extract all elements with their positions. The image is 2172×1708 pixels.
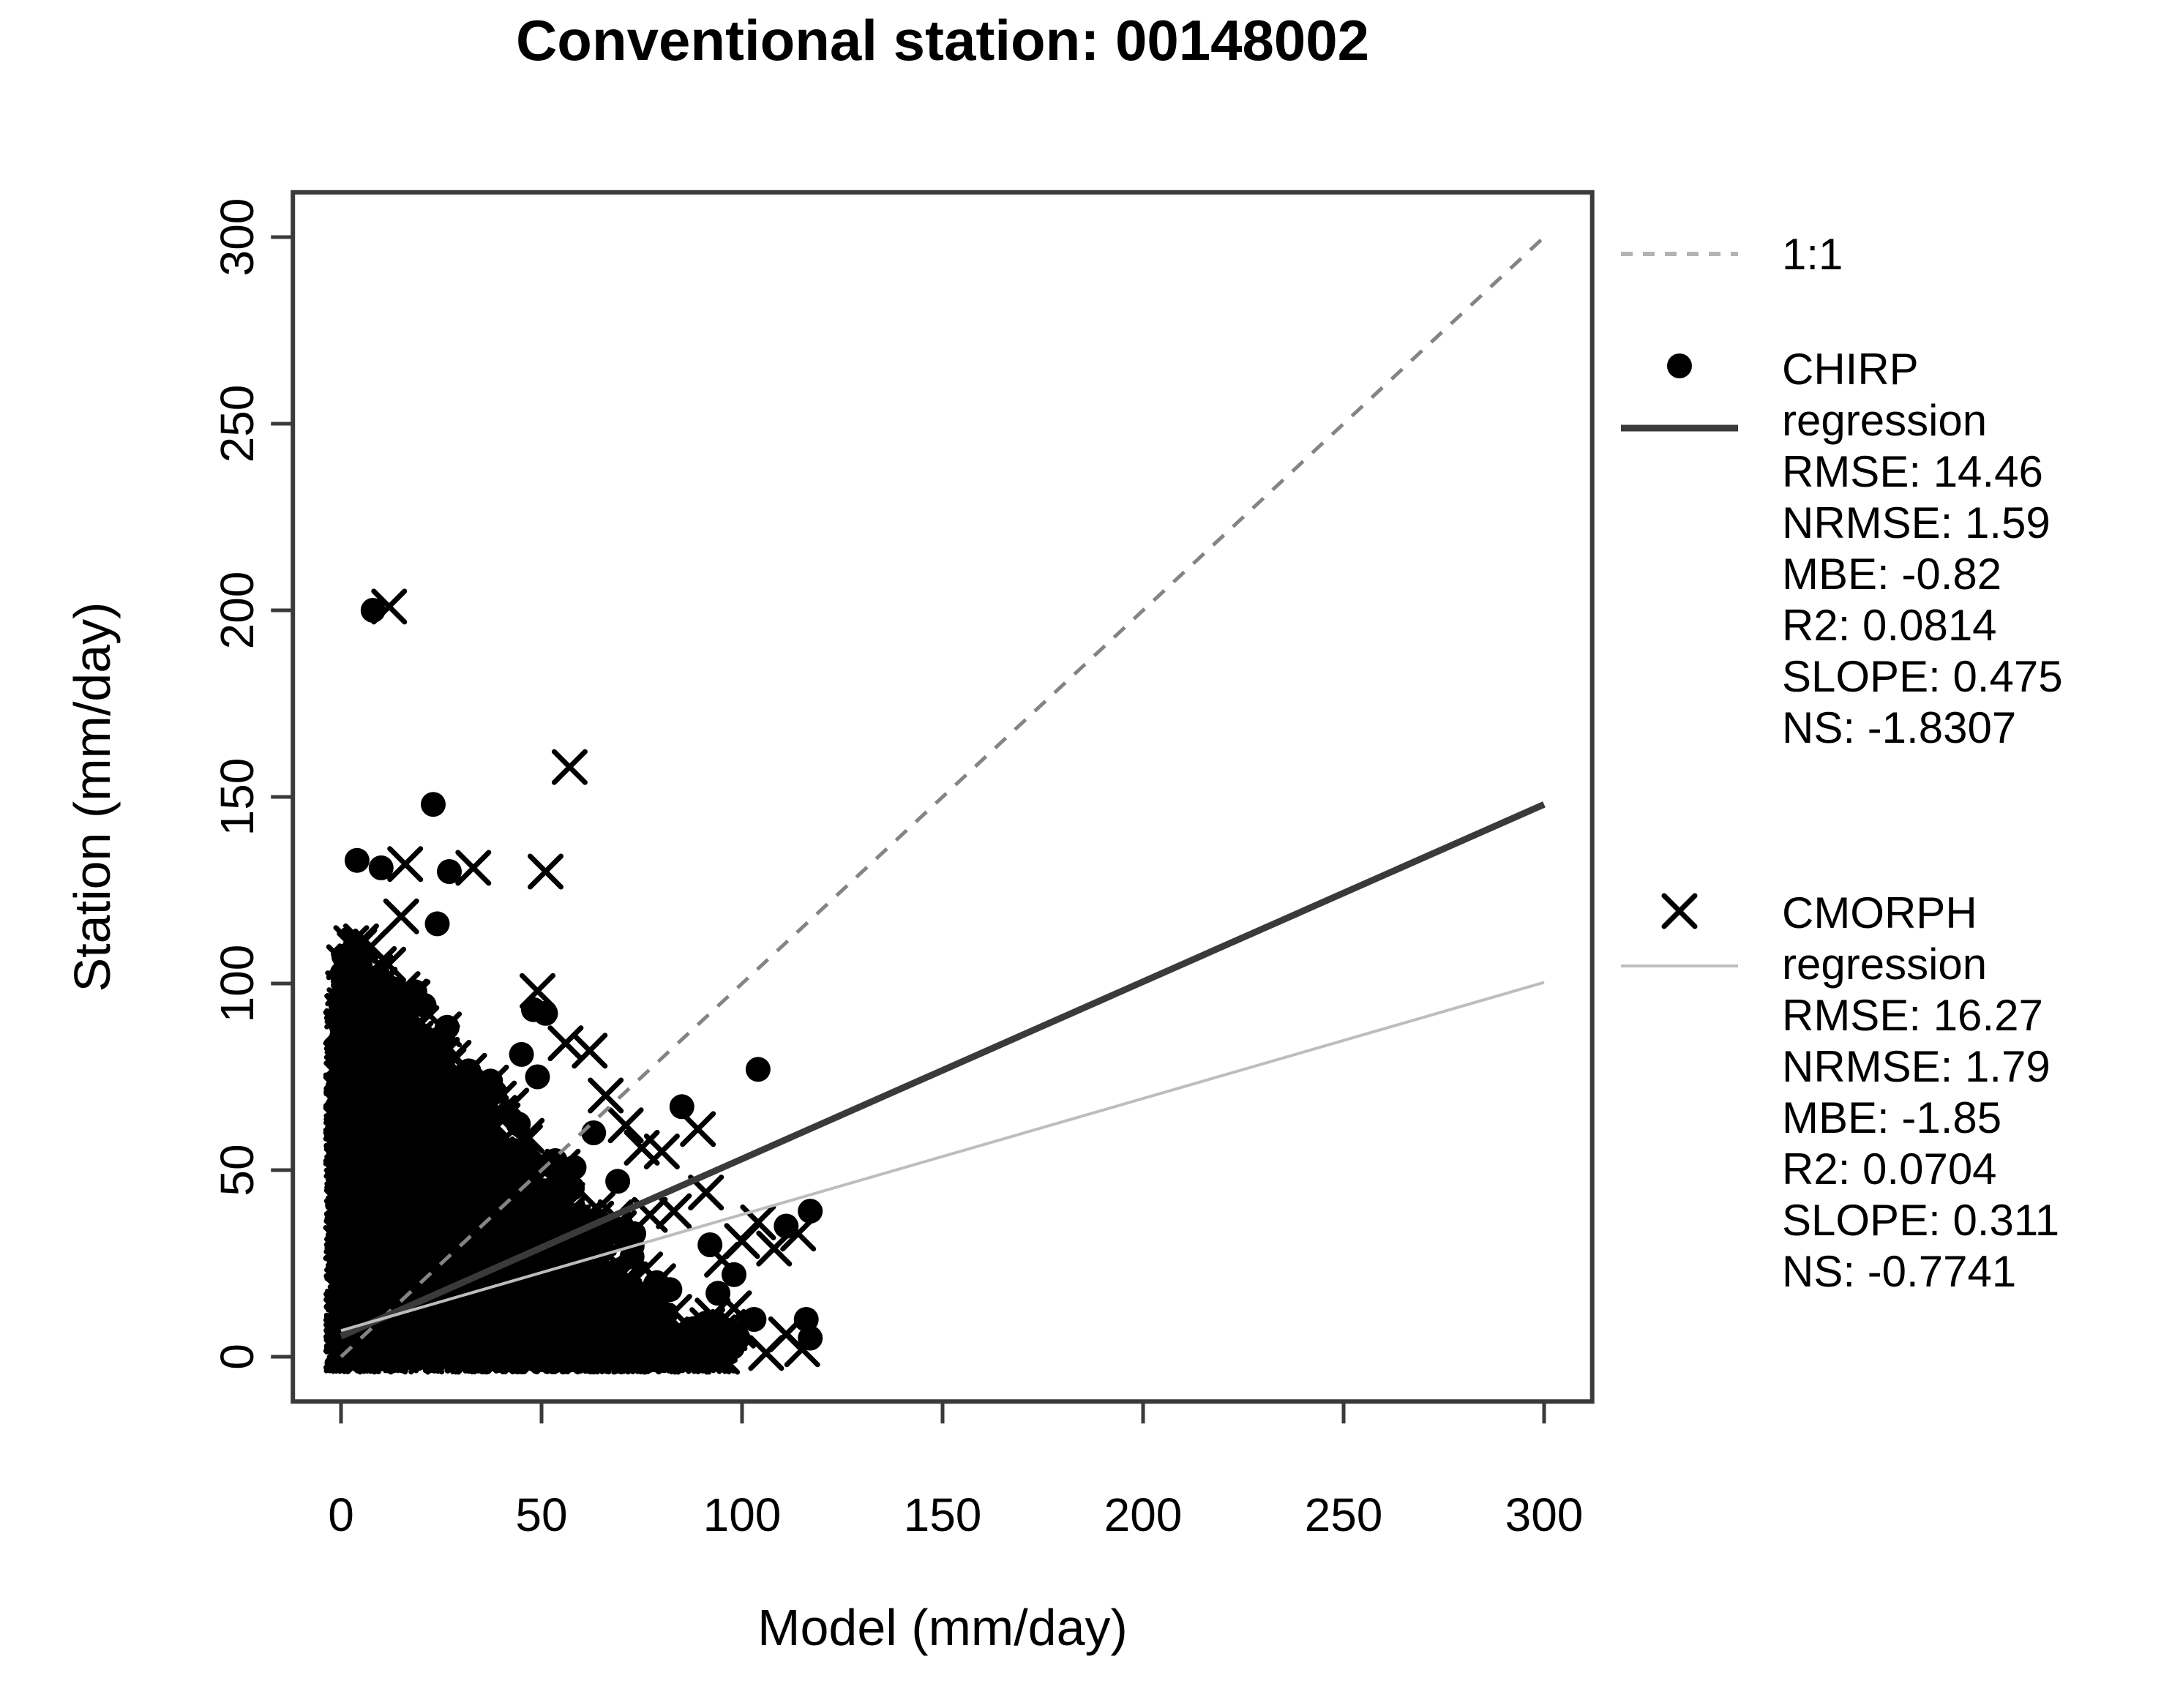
y-tick-label: 50 — [211, 1144, 263, 1196]
legend-label: RMSE: 14.46 — [1782, 447, 2043, 496]
x-tick-label: 150 — [904, 1488, 982, 1541]
legend-label: SLOPE: 0.311 — [1782, 1196, 2059, 1245]
legend-label: MBE: -0.82 — [1782, 550, 2001, 599]
legend-label: 1:1 — [1782, 230, 1843, 279]
y-tick-label: 0 — [211, 1344, 263, 1370]
chirp-regression-line — [340, 801, 1546, 1340]
legend-label: regression — [1782, 396, 1987, 445]
regression-lines — [340, 236, 1546, 1358]
x-tick-label: 0 — [328, 1488, 354, 1541]
legend-label: regression — [1782, 940, 1987, 989]
x-axis-label: Model (mm/day) — [757, 1599, 1128, 1656]
legend-label: SLOPE: 0.475 — [1782, 652, 2063, 701]
x-tick-label: 300 — [1505, 1488, 1584, 1541]
x-tick-label: 250 — [1305, 1488, 1383, 1541]
identity-line — [340, 236, 1546, 1358]
axes: 0 50 100 150 200 250 300 0 50 100 150 200 250 300 — [211, 190, 1595, 1541]
y-tick-label: 250 — [211, 385, 263, 463]
legend-label: CHIRP — [1782, 345, 1919, 394]
legend-label: CMORPH — [1782, 888, 1977, 937]
legend-label: R2: 0.0704 — [1782, 1145, 1997, 1194]
y-axis-label: Station (mm/day) — [64, 602, 121, 992]
y-tick-label: 300 — [211, 198, 263, 277]
y-tick-label: 150 — [211, 758, 263, 836]
cmorph-regression-line — [340, 981, 1545, 1333]
legend-label: NRMSE: 1.59 — [1782, 498, 2051, 547]
legend-label: NS: -1.8307 — [1782, 703, 2016, 752]
legend-label: R2: 0.0814 — [1782, 601, 1997, 650]
legend-label: NRMSE: 1.79 — [1782, 1042, 2051, 1091]
legend-x-marker-sample — [1661, 893, 1698, 929]
x-tick-label: 50 — [515, 1488, 567, 1541]
legend-item-one-to-one: 1:1 — [1621, 230, 1843, 279]
y-tick-label: 100 — [211, 945, 263, 1023]
x-tick-label: 100 — [703, 1488, 782, 1541]
cmorph-points — [323, 588, 820, 1375]
legend-label: NS: -0.7741 — [1782, 1247, 2016, 1296]
scatter-points — [323, 588, 823, 1375]
legend-label: RMSE: 16.27 — [1782, 991, 2043, 1040]
chart-title: Conventional station: 00148002 — [516, 8, 1369, 72]
legend-dot-marker-sample — [1667, 353, 1692, 378]
y-tick-label: 200 — [211, 572, 263, 650]
x-tick-label: 200 — [1104, 1488, 1183, 1541]
legend-label: MBE: -1.85 — [1782, 1093, 2001, 1142]
